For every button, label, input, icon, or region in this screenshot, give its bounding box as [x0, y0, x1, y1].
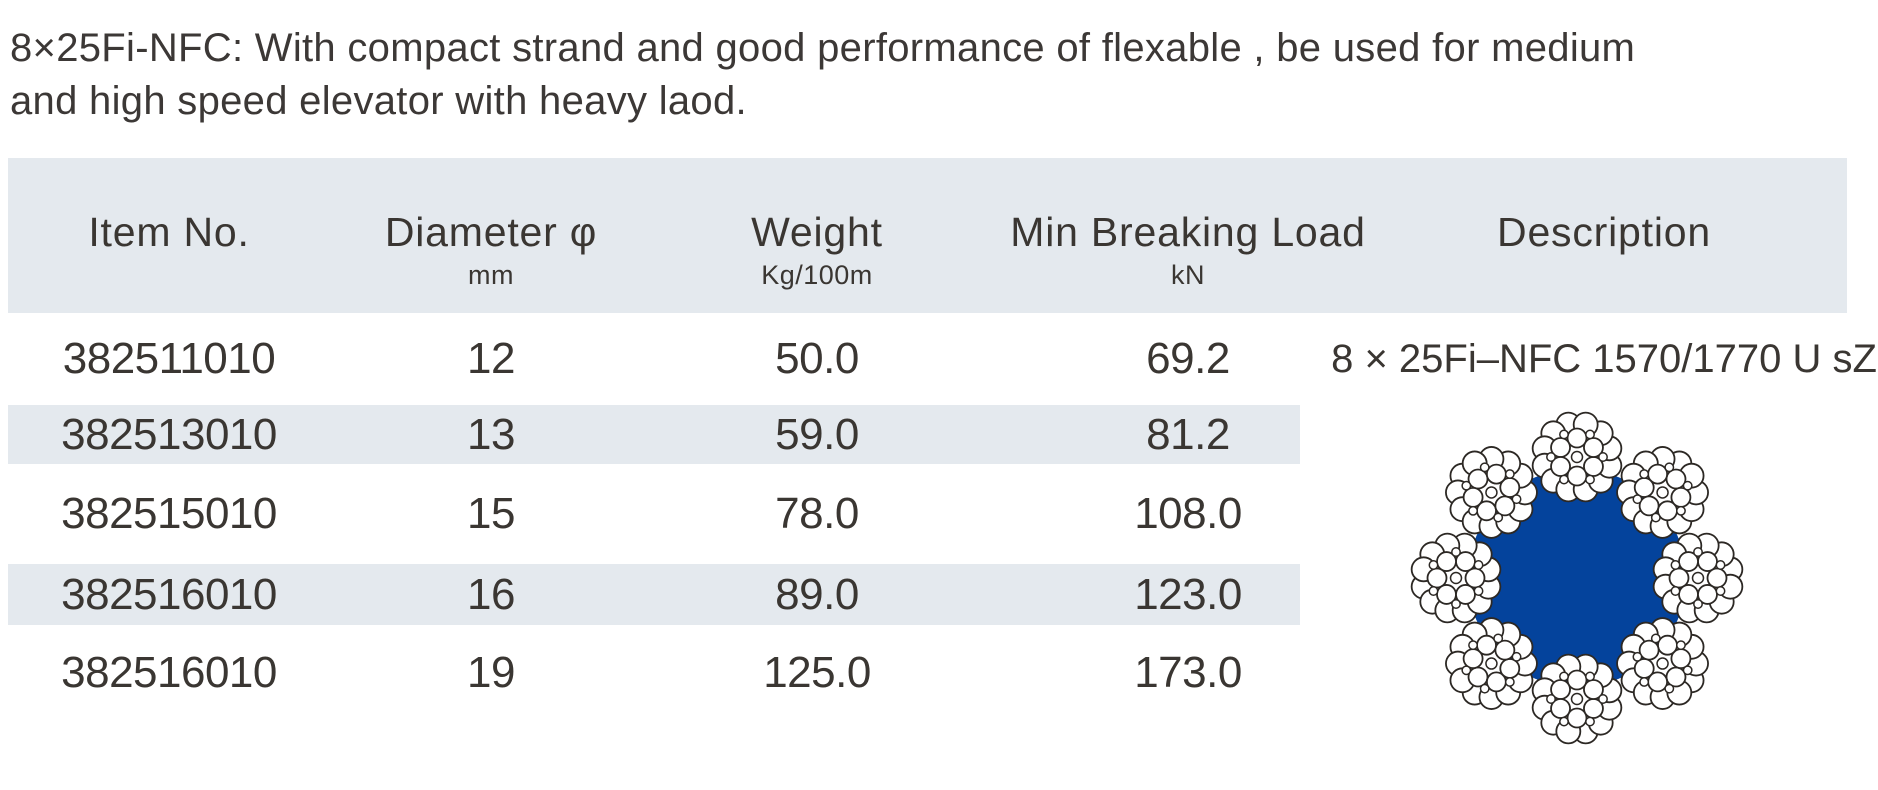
- product-intro-text: 8×25Fi-NFC: With compact strand and good…: [10, 22, 1860, 128]
- column-label: Diameter φ: [384, 209, 598, 255]
- cell-item-no: 382511010: [62, 334, 276, 383]
- cell-weight: 89.0: [775, 569, 859, 619]
- table-header-band: Item No. Diameter φ mm Weight Kg/100m Mi…: [8, 158, 1847, 313]
- cell-description: 8 × 25Fi–NFC 1570/1770 U sZ: [1331, 336, 1877, 381]
- column-header-weight: Weight Kg/100m: [657, 158, 977, 313]
- cell-item-no: 382516010: [61, 569, 277, 619]
- cell-min-breaking-load: 123.0: [1134, 569, 1242, 619]
- column-unit: Kg/100m: [761, 260, 873, 290]
- table-row: 382513010 13 59.0 81.2: [8, 405, 1300, 464]
- cell-min-breaking-load: 81.2: [1146, 409, 1230, 459]
- table-row: 382516010 19 125.0 173.0: [8, 625, 1300, 720]
- intro-line-2: and high speed elevator with heavy laod.: [10, 79, 747, 123]
- column-header-min-breaking-load: Min Breaking Load kN: [998, 158, 1378, 313]
- cell-item-no: 382515010: [61, 489, 277, 538]
- column-header-item-no: Item No.: [9, 158, 329, 313]
- column-header-description: Description: [1444, 158, 1764, 313]
- cell-min-breaking-load: 108.0: [1134, 489, 1242, 538]
- cell-min-breaking-load: 69.2: [1146, 334, 1230, 383]
- column-header-diameter: Diameter φ mm: [331, 158, 651, 313]
- cell-weight: 50.0: [775, 334, 859, 383]
- cell-weight: 125.0: [763, 647, 871, 697]
- cell-diameter: 19: [467, 647, 515, 697]
- cell-item-no: 382513010: [61, 409, 277, 459]
- table-row: 382516010 16 89.0 123.0: [8, 564, 1300, 625]
- cell-diameter: 15: [467, 489, 515, 538]
- cell-min-breaking-load: 173.0: [1134, 647, 1242, 697]
- cell-item-no: 382516010: [61, 647, 277, 697]
- column-label: Min Breaking Load: [1010, 209, 1366, 255]
- column-label: Weight: [751, 209, 883, 255]
- cell-diameter: 16: [467, 569, 515, 619]
- table-row: 382515010 15 78.0 108.0: [8, 464, 1300, 564]
- cell-weight: 78.0: [775, 489, 859, 538]
- column-unit: kN: [1171, 260, 1205, 290]
- intro-line-1: 8×25Fi-NFC: With compact strand and good…: [10, 26, 1636, 70]
- column-label: Description: [1497, 209, 1711, 255]
- table-row: 382511010 12 50.0 69.2 8 × 25Fi–NFC 1570/177…: [8, 313, 1877, 405]
- cell-diameter: 13: [467, 409, 515, 459]
- cell-weight: 59.0: [775, 409, 859, 459]
- column-unit: mm: [468, 260, 514, 290]
- column-label: Item No.: [88, 209, 250, 255]
- wire-rope-cross-section-illustration: [1410, 411, 1744, 745]
- cell-diameter: 12: [467, 334, 515, 383]
